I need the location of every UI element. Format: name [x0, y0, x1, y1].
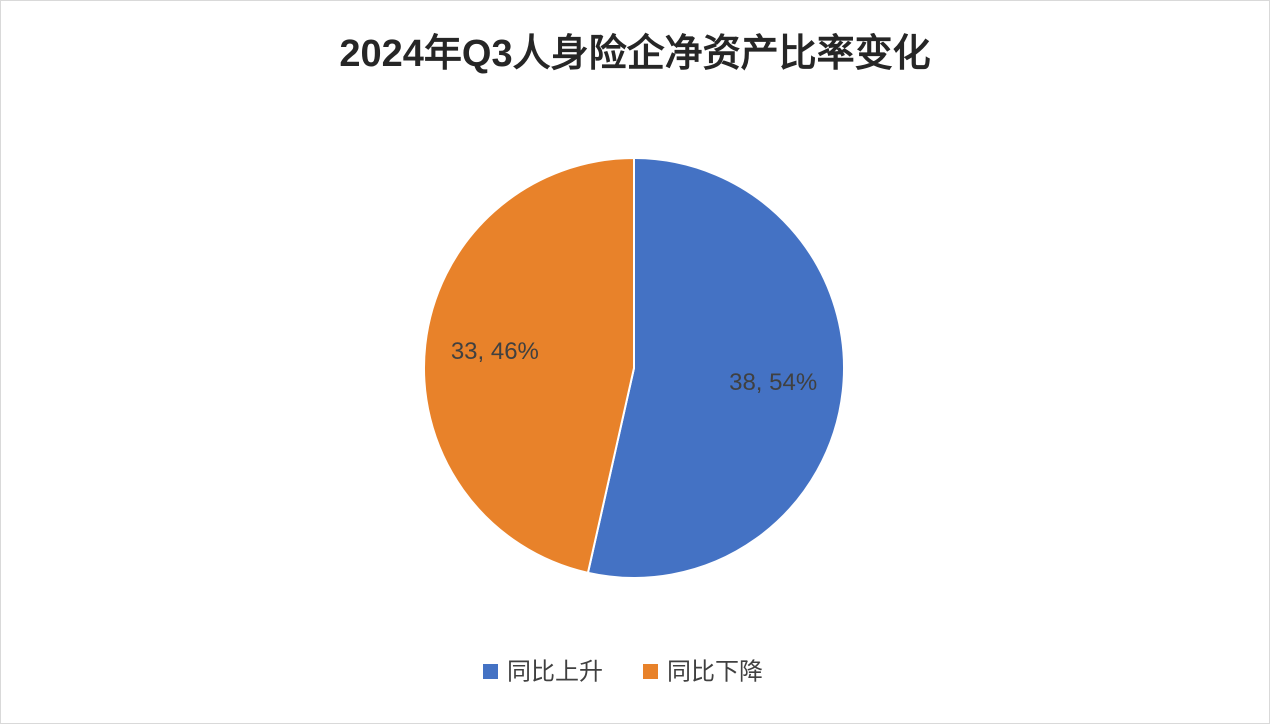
legend-swatch	[643, 664, 658, 679]
pie-slice	[423, 156, 635, 575]
pie-slice	[586, 156, 845, 579]
chart-title: 2024年Q3人身险企净资产比率变化	[339, 32, 930, 75]
data-label: 38, 54%	[729, 369, 817, 396]
legend-label: 同比上升	[507, 658, 603, 685]
legend-swatch	[483, 664, 498, 679]
legend-label: 同比下降	[667, 658, 763, 685]
data-label: 33, 46%	[451, 338, 539, 365]
